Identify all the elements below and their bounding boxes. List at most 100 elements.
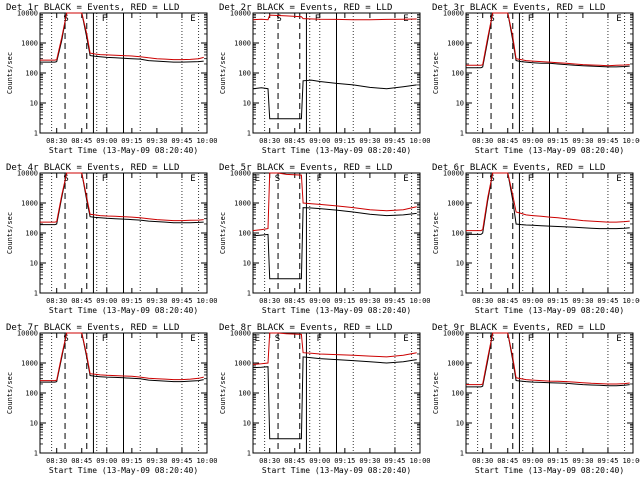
y-axis-label: Counts/sec — [219, 372, 227, 414]
x-tick-label: 10:00 — [409, 457, 430, 465]
event-marker-label: S — [275, 174, 280, 184]
x-tick-label: 08:30 — [472, 137, 493, 145]
event-marker-label: E — [616, 174, 621, 184]
y-tick-label: 1 — [247, 130, 251, 138]
panel-title: Det 3r BLACK = Events, RED = LLD — [432, 3, 605, 13]
y-tick-label: 10 — [243, 100, 251, 108]
y-tick-label: 1000 — [447, 360, 464, 368]
x-tick-label: 09:15 — [121, 297, 142, 305]
event-marker-label: E — [255, 334, 260, 344]
x-tick-label: 10:00 — [622, 297, 640, 305]
x-tick-label: 09:30 — [572, 457, 593, 465]
y-tick-label: 100 — [238, 70, 251, 78]
y-tick-label: 10 — [456, 100, 464, 108]
x-tick-label: 09:30 — [572, 137, 593, 145]
x-tick-label: 08:30 — [259, 137, 280, 145]
y-tick-label: 10 — [456, 420, 464, 428]
x-tick-label: 09:00 — [309, 297, 330, 305]
x-axis-label: Start Time (13-May-09 08:20:40) — [49, 146, 198, 155]
panel-title: Det 4r BLACK = Events, RED = LLD — [6, 163, 179, 173]
lld-series-line — [40, 172, 204, 223]
x-tick-label: 08:45 — [71, 297, 92, 305]
y-tick-label: 1 — [247, 450, 251, 458]
x-tick-label: 09:00 — [522, 137, 543, 145]
y-axis-label: Counts/sec — [432, 372, 440, 414]
event-marker-label: S — [276, 14, 281, 24]
x-tick-label: 09:00 — [96, 137, 117, 145]
x-axis-label: Start Time (13-May-09 08:20:40) — [262, 306, 411, 315]
x-axis-label: Start Time (13-May-09 08:20:40) — [475, 146, 624, 155]
y-tick-label: 1 — [247, 290, 251, 298]
events-series-line — [252, 79, 417, 120]
y-tick-label: 1 — [460, 450, 464, 458]
event-marker-label: F — [528, 174, 533, 184]
panel-title: Det 5r BLACK = Events, RED = LLD — [219, 163, 392, 173]
y-axis-label: Counts/sec — [6, 372, 14, 414]
y-tick-label: 1 — [34, 290, 38, 298]
x-tick-label: 08:45 — [284, 457, 305, 465]
x-tick-label: 08:30 — [46, 137, 67, 145]
y-tick-label: 100 — [451, 390, 464, 398]
y-tick-label: 100 — [238, 230, 251, 238]
x-tick-label: 08:45 — [71, 457, 92, 465]
event-marker-label: E — [616, 14, 621, 24]
y-axis-label: Counts/sec — [219, 52, 227, 94]
detector-panel-4: Det 4r BLACK = Events, RED = LLD 1 10 100 10… — [0, 160, 218, 320]
chart-8: Det 8r BLACK = Events, RED = LLD 1 10 100 10… — [219, 323, 431, 475]
x-tick-label: 08:30 — [472, 457, 493, 465]
chart-3: Det 3r BLACK = Events, RED = LLD 1 10 100 10… — [432, 3, 640, 155]
y-tick-label: 10000 — [230, 330, 251, 338]
y-tick-label: 1000 — [234, 200, 251, 208]
x-tick-label: 09:15 — [121, 137, 142, 145]
x-tick-label: 09:30 — [359, 297, 380, 305]
detector-panel-7: Det 7r BLACK = Events, RED = LLD 1 10 100 10… — [0, 320, 218, 480]
x-tick-label: 09:00 — [309, 137, 330, 145]
x-axis-label: Start Time (13-May-09 08:20:40) — [262, 466, 411, 475]
x-tick-label: 09:30 — [359, 137, 380, 145]
x-tick-label: 09:15 — [121, 457, 142, 465]
x-tick-label: 09:30 — [146, 457, 167, 465]
x-tick-label: 09:45 — [597, 457, 618, 465]
y-axis-label: Counts/sec — [6, 52, 14, 94]
x-tick-label: 08:45 — [497, 297, 518, 305]
x-tick-label: 10:00 — [196, 137, 217, 145]
y-tick-label: 1000 — [447, 40, 464, 48]
y-axis-label: Counts/sec — [6, 212, 14, 254]
x-tick-label: 09:00 — [96, 297, 117, 305]
lld-series-line — [466, 172, 630, 232]
event-marker-label: S — [275, 334, 280, 344]
x-axis-label: Start Time (13-May-09 08:20:40) — [49, 306, 198, 315]
y-tick-label: 1000 — [21, 40, 38, 48]
x-tick-label: 08:45 — [71, 137, 92, 145]
panel-title: Det 2r BLACK = Events, RED = LLD — [219, 3, 392, 13]
events-series-line — [252, 207, 417, 280]
x-tick-label: 09:30 — [572, 297, 593, 305]
lld-series-line — [40, 12, 204, 61]
x-tick-label: 09:30 — [359, 457, 380, 465]
y-axis-label: Counts/sec — [432, 212, 440, 254]
event-marker-label: F — [316, 174, 321, 184]
event-marker-label: S — [63, 334, 68, 344]
y-axis-label: Counts/sec — [432, 52, 440, 94]
x-tick-label: 09:45 — [384, 297, 405, 305]
y-tick-label: 10000 — [230, 170, 251, 178]
x-tick-label: 08:30 — [472, 297, 493, 305]
event-marker-label: F — [102, 174, 107, 184]
detector-panel-9: Det 9r BLACK = Events, RED = LLD 1 10 100 10… — [426, 320, 640, 480]
x-axis-label: Start Time (13-May-09 08:20:40) — [49, 466, 198, 475]
y-tick-label: 10000 — [230, 10, 251, 18]
detector-panel-6: Det 6r BLACK = Events, RED = LLD 1 10 100 10… — [426, 160, 640, 320]
chart-2: Det 2r BLACK = Events, RED = LLD 1 10 100 10… — [219, 3, 431, 155]
x-tick-label: 09:45 — [171, 297, 192, 305]
y-axis-label: Counts/sec — [219, 212, 227, 254]
chart-1: Det 1r BLACK = Events, RED = LLD 1 10 100 10… — [6, 3, 218, 155]
y-tick-label: 10000 — [443, 330, 464, 338]
event-marker-label: E — [616, 334, 621, 344]
event-marker-label: E — [190, 14, 195, 24]
event-marker-label: E — [403, 174, 408, 184]
y-tick-label: 1000 — [234, 360, 251, 368]
x-tick-label: 08:30 — [46, 297, 67, 305]
y-tick-label: 1 — [34, 130, 38, 138]
y-tick-label: 100 — [25, 230, 38, 238]
